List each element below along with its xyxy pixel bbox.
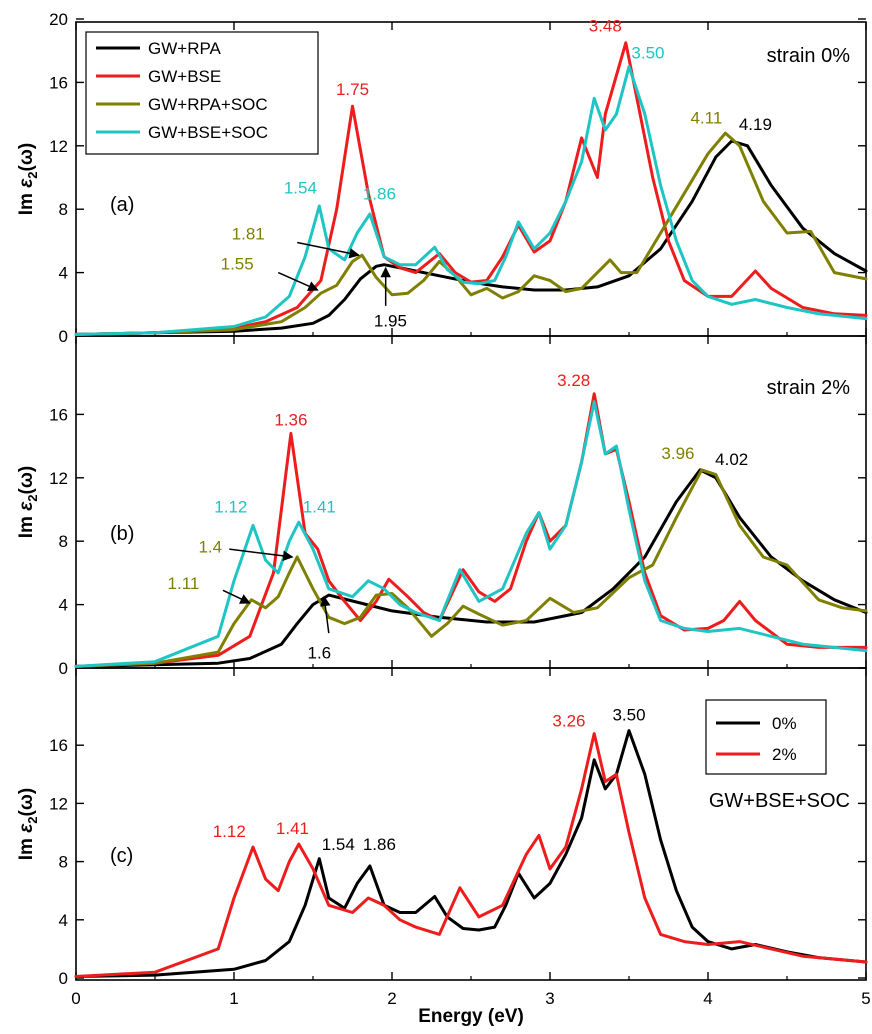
legend-label-gw-rpa: GW+RPA: [148, 39, 222, 58]
peak-label-a: 1.54: [284, 178, 317, 197]
panel-label-b: (b): [110, 523, 134, 545]
series-gw-bse-b: [74, 392, 868, 668]
peak-label-b: 3.28: [557, 371, 590, 390]
panel-b-frame: [75, 335, 867, 669]
legend-panel-c: 0% 2%: [705, 699, 827, 775]
peak-label-b: 1.36: [274, 410, 307, 429]
legend-box-a: [85, 31, 319, 155]
arrow-b: [222, 589, 251, 604]
peak-label-a: 3.48: [589, 17, 622, 36]
peak-label-a: 4.19: [739, 115, 772, 134]
peak-label-c: 3.50: [612, 705, 645, 724]
x-tick-label: 1: [229, 989, 238, 1008]
y-tick-label-c: 8: [59, 853, 68, 872]
annotation-layer: 1.75 3.48 3.50 1.54 1.86 4.11 4.19 1.81 1.55 1.95…: [168, 17, 772, 854]
peak-label-b: 3.96: [661, 444, 694, 463]
curves-layer: [74, 41, 868, 978]
legend-label-gw-bse: GW+BSE: [148, 67, 221, 86]
x-tick-label: 3: [545, 989, 554, 1008]
strain-annotation-b: strain 2%: [767, 377, 851, 399]
legend-label-strain-2: 2%: [772, 745, 797, 764]
series-gw-rpa-soc-a: [74, 131, 868, 336]
y-label-symbol: ε: [16, 501, 37, 511]
panel-label-c: (c): [110, 845, 133, 867]
peak-label-b: 1.12: [214, 498, 247, 517]
peak-label-c: 3.26: [552, 711, 585, 730]
y-tick-label-a: 12: [49, 137, 68, 156]
y-label-prefix: Im: [16, 833, 37, 860]
y-axis-label-a: Im ε2(ω): [16, 143, 40, 216]
x-axis-label: Energy (eV): [418, 1006, 524, 1027]
y-tick-label-b: 12: [49, 469, 68, 488]
y-tick-label-b: 8: [59, 532, 68, 551]
series-gw-rpa-b: [74, 468, 868, 668]
peak-label-a: 3.50: [631, 44, 664, 63]
y-label-suffix: (ω): [16, 466, 37, 495]
peak-label-b: 1.4: [198, 537, 222, 556]
peak-label-b: 4.02: [715, 450, 748, 469]
y-label-prefix: Im: [16, 511, 37, 538]
legend-label-strain-0: 0%: [772, 714, 797, 733]
y-tick-label-a: 8: [59, 200, 68, 219]
x-tick-label: 4: [703, 989, 712, 1008]
peak-label-c: 1.41: [276, 819, 309, 838]
peak-label-a: 1.81: [232, 224, 265, 243]
arrow-b: [320, 595, 331, 634]
y-label-subscript: 2: [25, 494, 40, 501]
y-tick-label-c: 12: [49, 794, 68, 813]
peak-label-b: 1.6: [307, 643, 331, 662]
legend-box-c: [705, 699, 827, 775]
peak-label-c: 1.54: [322, 835, 355, 854]
peak-label-a: 1.75: [336, 80, 369, 99]
y-tick-label-a: 20: [49, 10, 68, 29]
series-0-c: [74, 729, 868, 978]
y-label-subscript: 2: [25, 816, 40, 823]
arrow-a: [277, 271, 319, 292]
peak-label-b: 1.11: [168, 574, 200, 593]
y-tick-label-a: 16: [49, 73, 68, 92]
y-label-suffix: (ω): [16, 143, 37, 172]
y-label-prefix: Im: [16, 188, 37, 215]
peak-label-a: 4.11: [691, 109, 723, 128]
peak-label-c: 1.86: [363, 835, 396, 854]
y-tick-label-b: 4: [59, 596, 68, 615]
peak-label-a: 1.55: [221, 254, 254, 273]
y-tick-label-c: 0: [59, 969, 68, 988]
peak-label-b: 1.41: [303, 498, 336, 517]
legend-label-gw-rpa-soc: GW+RPA+SOC: [148, 95, 268, 114]
peak-label-c: 1.12: [213, 822, 246, 841]
y-label-symbol: ε: [16, 178, 37, 188]
series-gw-bse-soc-b: [74, 400, 868, 668]
y-label-symbol: ε: [16, 823, 37, 833]
arrow-a: [297, 241, 360, 259]
peak-label-a: 1.86: [363, 185, 396, 204]
panel-label-a: (a): [110, 194, 134, 216]
y-tick-label-a: 0: [59, 327, 68, 346]
series-2-c: [74, 732, 868, 978]
peak-label-a: 1.95: [374, 311, 407, 330]
legend-label-gw-bse-soc: GW+BSE+SOC: [148, 123, 268, 142]
legend-panel-a: GW+RPA GW+BSE GW+RPA+SOC GW+BSE+SOC: [85, 31, 319, 155]
y-label-suffix: (ω): [16, 788, 37, 817]
y-label-subscript: 2: [25, 171, 40, 178]
series-gw-bse-soc-a: [74, 65, 868, 336]
x-tick-label: 0: [71, 989, 80, 1008]
x-tick-label: 2: [387, 989, 396, 1008]
y-tick-label-b: 0: [59, 659, 68, 678]
method-annotation-c: GW+BSE+SOC: [709, 790, 850, 812]
series-gw-rpa-a: [74, 139, 868, 336]
y-tick-label-c: 4: [59, 911, 68, 930]
series-gw-rpa-soc-b: [74, 468, 868, 668]
x-tick-label: 5: [861, 989, 870, 1008]
y-axis-label-b: Im ε2(ω): [16, 466, 40, 539]
y-tick-label-b: 16: [49, 405, 68, 424]
y-axis-label-c: Im ε2(ω): [16, 788, 40, 861]
arrow-b: [229, 548, 294, 562]
y-tick-label-a: 4: [59, 264, 68, 283]
strain-annotation-a: strain 0%: [767, 45, 851, 67]
y-tick-label-c: 16: [49, 736, 68, 755]
